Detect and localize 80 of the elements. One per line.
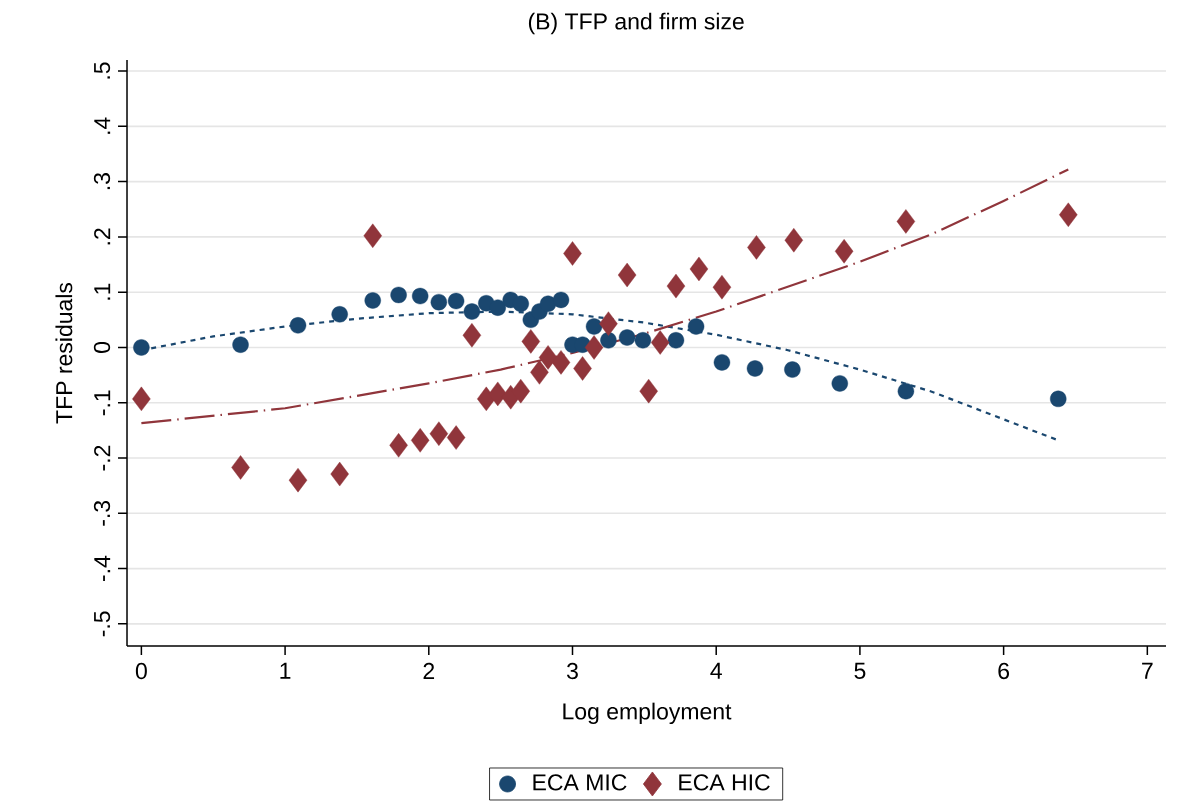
point <box>584 335 604 360</box>
legend-label: ECA HIC <box>679 774 770 791</box>
y-tick-label: -.5 <box>94 611 111 637</box>
y-tick-label: .3 <box>93 173 111 190</box>
y-tick-label: -.4 <box>94 555 111 581</box>
legend-label: ECA MIC <box>533 774 627 791</box>
point <box>585 318 603 335</box>
point <box>687 318 705 335</box>
chart-title: (B) TFP and firm size <box>528 12 744 35</box>
y-tick-label: 0 <box>93 341 111 353</box>
point <box>539 295 557 312</box>
point <box>512 295 529 312</box>
point <box>331 306 348 323</box>
y-tick-label: -.2 <box>94 445 111 471</box>
y-tick-label: -.1 <box>94 390 111 416</box>
point <box>896 209 916 234</box>
point <box>784 361 801 378</box>
y-tick-label: .2 <box>94 228 111 245</box>
x-tick-label: 6 <box>998 662 1010 680</box>
point <box>617 262 637 288</box>
point <box>746 360 764 377</box>
point <box>1050 390 1067 408</box>
point <box>446 425 466 450</box>
point <box>231 455 250 480</box>
point <box>289 317 307 334</box>
point <box>634 332 652 349</box>
point <box>573 356 592 381</box>
x-tick-label: 3 <box>566 662 578 680</box>
point <box>411 287 429 305</box>
point <box>834 239 854 264</box>
point <box>667 332 685 349</box>
x-axis-title: Log employment <box>563 702 732 725</box>
point <box>689 256 709 282</box>
y-tick-label: -.3 <box>93 500 111 526</box>
point <box>600 332 617 349</box>
point <box>639 378 658 404</box>
point <box>363 223 382 248</box>
point <box>364 292 381 309</box>
point <box>447 292 465 310</box>
point <box>1059 202 1078 227</box>
point <box>538 345 558 370</box>
point <box>133 339 150 356</box>
point <box>462 323 482 348</box>
point <box>132 386 151 412</box>
point <box>713 354 731 371</box>
point <box>489 299 506 316</box>
y-axis-title: TFP residuals <box>55 282 73 424</box>
x-tick-label: 5 <box>854 662 866 679</box>
x-tick-label: 1 <box>280 662 291 679</box>
y-tick-label: .5 <box>94 62 111 79</box>
y-tick-label: .4 <box>94 117 111 134</box>
point <box>563 241 582 266</box>
x-tick-label: 0 <box>135 662 147 680</box>
point <box>521 329 541 354</box>
x-tick-label: 4 <box>710 662 722 679</box>
point <box>288 467 308 493</box>
point <box>784 228 804 253</box>
x-tick-label: 2 <box>423 662 435 679</box>
point <box>552 291 570 309</box>
point <box>831 375 848 392</box>
point <box>712 275 732 300</box>
y-tick-label: .1 <box>94 283 111 300</box>
point <box>530 360 549 385</box>
point <box>511 378 530 404</box>
x-tick-label: 7 <box>1142 662 1153 679</box>
point <box>390 286 407 304</box>
point <box>618 329 636 346</box>
point <box>232 336 249 353</box>
point <box>551 350 571 375</box>
point <box>650 330 670 355</box>
point <box>410 428 430 453</box>
point <box>599 311 618 336</box>
point <box>429 421 449 446</box>
point <box>666 273 686 299</box>
point <box>897 382 915 400</box>
point <box>463 303 481 320</box>
point <box>747 235 766 260</box>
point <box>330 461 349 487</box>
point <box>430 293 448 311</box>
point <box>389 433 408 458</box>
